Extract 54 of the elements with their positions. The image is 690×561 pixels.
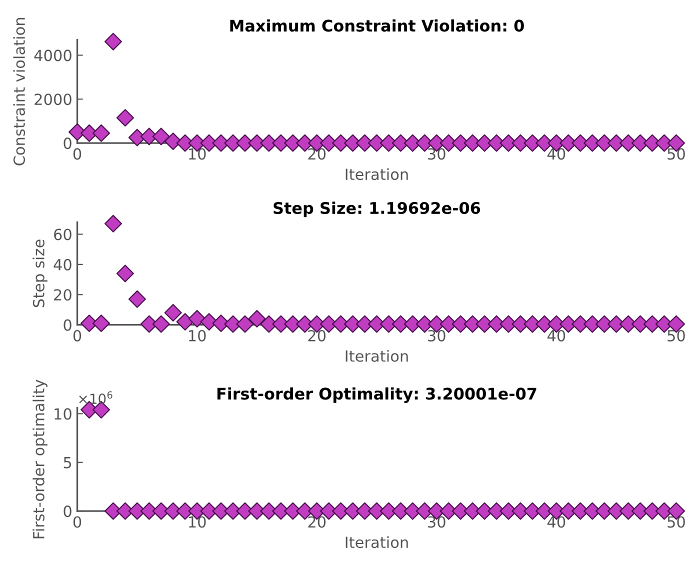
- x-axis-title: Iteration: [346, 536, 408, 548]
- point: [248, 310, 266, 328]
- point: [104, 214, 122, 232]
- y-axis-title: Step size: [32, 240, 48, 308]
- chart-title: First-order Optimality: 3.20001e-07: [217, 387, 536, 403]
- point: [152, 315, 170, 333]
- point: [116, 109, 134, 127]
- chart-title: Step Size: 1.19692e-06: [274, 202, 480, 218]
- x-tick-label: 30: [428, 148, 446, 160]
- y-tick-label: 0: [64, 138, 72, 150]
- x-tick-label: 20: [308, 516, 326, 528]
- x-tick-label: 10: [189, 516, 206, 528]
- point: [128, 290, 146, 308]
- x-tick-label: 50: [668, 516, 685, 528]
- x-tick-label: 40: [547, 148, 566, 160]
- x-tick-label: 0: [73, 148, 82, 160]
- x-tick-label: 20: [308, 148, 326, 160]
- point: [152, 128, 170, 146]
- x-tick-label: 20: [308, 330, 326, 342]
- chart-title: Maximum Constraint Violation: 0: [230, 19, 524, 32]
- point: [236, 315, 254, 333]
- x-tick-label: 30: [428, 516, 446, 528]
- x-axis-title: Iteration: [346, 350, 408, 362]
- text: ×10$^{6}$: [79, 391, 112, 404]
- x-tick-label: 50: [668, 148, 685, 160]
- x-tick-label: 10: [189, 148, 206, 160]
- y-tick-label: 2000: [34, 94, 72, 106]
- x-tick-label: 30: [428, 330, 446, 342]
- y-tick-label: 10: [54, 408, 72, 420]
- point: [188, 310, 206, 328]
- point: [92, 314, 110, 332]
- point: [92, 124, 110, 142]
- y-tick-label: 0: [64, 506, 72, 518]
- x-tick-label: 0: [73, 516, 82, 528]
- point: [128, 128, 146, 146]
- point: [176, 313, 194, 331]
- point: [164, 304, 182, 322]
- x-tick-label: 40: [547, 516, 566, 528]
- y-tick-label: 4000: [34, 50, 72, 62]
- x-tick-label: 10: [189, 330, 206, 342]
- point: [116, 264, 134, 282]
- y-tick-label: 40: [54, 258, 72, 270]
- y-tick-label: 0: [64, 319, 72, 331]
- y-tick-label: 5: [64, 457, 72, 468]
- x-tick-label: 0: [73, 330, 82, 342]
- point: [104, 32, 122, 50]
- y-tick-label: 20: [54, 289, 72, 301]
- x-tick-label: 50: [668, 330, 685, 342]
- y-axis-title: First-order optimality: [32, 380, 48, 538]
- point: [164, 132, 182, 150]
- x-tick-label: 40: [547, 330, 566, 342]
- y-tick-label: 60: [54, 228, 72, 240]
- y-axis-title: Constraint violation: [13, 18, 26, 166]
- x-axis-title: Iteration: [346, 168, 408, 180]
